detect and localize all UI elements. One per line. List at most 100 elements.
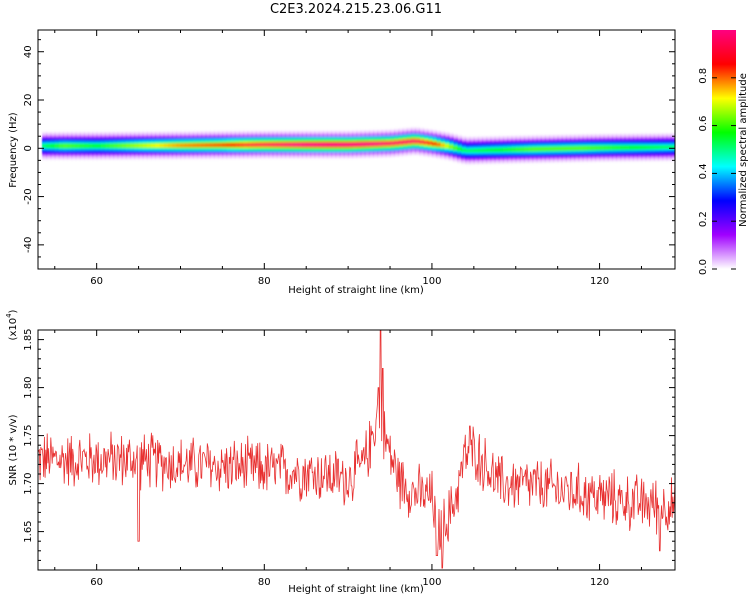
spectrogram-cell bbox=[205, 143, 211, 147]
spectrogram-cell bbox=[494, 148, 500, 152]
spectrogram-x-tick-label: 60 bbox=[90, 276, 103, 287]
spectrogram-cell bbox=[540, 147, 546, 151]
spectrogram-cell bbox=[553, 146, 559, 151]
spectrogram-cell bbox=[327, 142, 332, 147]
spectrogram-cell bbox=[519, 147, 525, 152]
spectrogram-cell bbox=[58, 144, 64, 148]
spectrogram-cell bbox=[603, 145, 609, 150]
spectrogram-cell bbox=[163, 143, 169, 148]
spectrogram-cell bbox=[561, 146, 567, 151]
spectrogram-cell bbox=[281, 142, 286, 147]
spectrogram-cell bbox=[84, 144, 89, 148]
spectrogram-cell bbox=[96, 144, 102, 148]
snr-series-line bbox=[38, 330, 675, 569]
snr-x-tick-label: 60 bbox=[90, 577, 103, 588]
spectrogram-cell bbox=[612, 145, 617, 150]
spectrogram-cell bbox=[507, 147, 513, 152]
spectrogram-cell bbox=[105, 144, 110, 148]
spectrogram-cell bbox=[302, 142, 307, 147]
spectrogram-cell bbox=[42, 144, 47, 148]
snr-frame bbox=[37, 329, 676, 571]
snr-plot-area bbox=[38, 330, 675, 570]
spectrogram-cell bbox=[151, 143, 156, 148]
spectrogram-cell bbox=[100, 144, 106, 148]
spectrogram-cell bbox=[121, 143, 127, 148]
spectrogram-cell bbox=[478, 148, 483, 153]
snr-y-scale-label: (x104) bbox=[5, 309, 19, 340]
spectrogram-cell bbox=[419, 140, 425, 144]
colorbar-tick-label: 0.2 bbox=[698, 211, 709, 227]
spectrogram-x-tick-label: 100 bbox=[422, 276, 441, 287]
spectrogram-cell bbox=[473, 148, 479, 153]
spectrogram-cell bbox=[188, 143, 194, 148]
spectrogram-cell bbox=[54, 144, 60, 148]
spectrogram-cell bbox=[486, 148, 492, 152]
spectrogram-cell bbox=[318, 142, 324, 147]
snr-x-tick-label: 120 bbox=[590, 577, 609, 588]
spectrogram-cell bbox=[549, 146, 555, 151]
spectrogram-cell bbox=[536, 147, 542, 151]
spectrogram-panel: 60 80 100 120 -40 -20 0 20 40 Height of straight… bbox=[8, 29, 749, 296]
spectrogram-cell bbox=[436, 142, 441, 147]
spectrogram-cell bbox=[415, 139, 420, 144]
spectrogram-cell bbox=[591, 146, 596, 150]
spectrogram-cell bbox=[377, 141, 383, 146]
spectrogram-cell bbox=[633, 145, 638, 150]
spectrogram-cell bbox=[193, 143, 198, 148]
spectrogram-cell bbox=[113, 143, 119, 148]
spectrogram-cell bbox=[356, 142, 362, 147]
spectrogram-y-tick-label: -20 bbox=[23, 188, 34, 204]
spectrogram-x-tick-label: 80 bbox=[258, 276, 271, 287]
spectrogram-cell bbox=[331, 142, 337, 147]
spectrogram-cell bbox=[649, 145, 655, 150]
spectrogram-x-axis-label: Height of straight line (km) bbox=[288, 285, 424, 296]
spectrogram-cell bbox=[524, 147, 529, 152]
spectrogram-y-axis-label: Frequency (Hz) bbox=[8, 112, 19, 188]
spectrogram-y-tick-label: -40 bbox=[23, 237, 34, 253]
spectrogram-cell bbox=[314, 142, 320, 147]
spectrogram-cell bbox=[528, 147, 534, 152]
spectrogram-cell bbox=[167, 143, 173, 148]
spectrogram-cell bbox=[431, 142, 437, 146]
spectrogram-cell bbox=[88, 144, 94, 148]
spectrogram-cell bbox=[557, 146, 563, 151]
spectrogram-cell bbox=[260, 142, 265, 147]
spectrogram-cell bbox=[654, 145, 659, 150]
spectrogram-cell bbox=[50, 144, 56, 148]
snr-x-axis-label: Height of straight line (km) bbox=[288, 584, 424, 595]
spectrogram-cell bbox=[444, 144, 450, 148]
spectrogram-cell bbox=[322, 142, 328, 147]
spectrogram-cell bbox=[482, 148, 488, 153]
spectrogram-cell bbox=[599, 145, 605, 150]
spectrogram-y-tick-label: 20 bbox=[23, 94, 34, 107]
spectrogram-cell bbox=[452, 146, 458, 150]
spectrogram-cell bbox=[394, 141, 400, 145]
colorbar-tick-label: 0.8 bbox=[698, 68, 709, 84]
spectrogram-cell bbox=[624, 145, 630, 150]
spectrogram-cell bbox=[75, 144, 81, 148]
colorbar-ticks: 0.0 0.2 0.4 0.6 0.8 bbox=[698, 68, 736, 275]
spectrogram-cell bbox=[109, 143, 115, 148]
snr-y-tick-label: 1.85 bbox=[23, 328, 34, 350]
spectrogram-cell bbox=[297, 142, 303, 147]
spectrogram-cell bbox=[369, 142, 374, 146]
spectrogram-cell bbox=[251, 142, 257, 147]
spectrogram-cell bbox=[272, 142, 278, 147]
spectrogram-cell bbox=[79, 144, 85, 148]
spectrogram-cell bbox=[255, 142, 261, 147]
spectrogram-cell bbox=[532, 147, 538, 151]
figure-title: C2E3.2024.215.23.06.G11 bbox=[269, 2, 443, 17]
snr-x-tick-label: 80 bbox=[258, 577, 271, 588]
spectrogram-cell bbox=[159, 143, 165, 148]
snr-y-tick-label: 1.70 bbox=[23, 472, 34, 494]
spectrogram-cell bbox=[381, 141, 387, 146]
spectrogram-cell bbox=[247, 142, 253, 147]
spectrogram-cell bbox=[180, 143, 186, 148]
spectrogram-cell bbox=[289, 142, 295, 147]
spectrogram-cell bbox=[218, 143, 223, 147]
spectrogram-frame bbox=[37, 29, 676, 270]
spectrogram-cell bbox=[658, 145, 664, 150]
spectrogram-cell bbox=[662, 145, 668, 149]
spectrogram-cell bbox=[511, 147, 517, 152]
spectrogram-cell bbox=[457, 147, 462, 151]
